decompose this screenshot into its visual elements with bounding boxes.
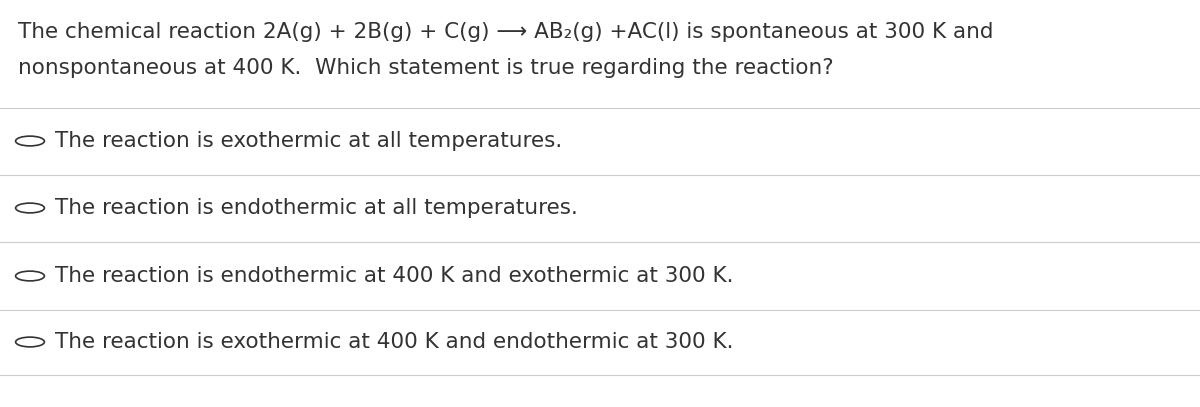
Text: The reaction is endothermic at all temperatures.: The reaction is endothermic at all tempe…	[55, 198, 578, 218]
Text: nonspontaneous at 400 K.  Which statement is true regarding the reaction?: nonspontaneous at 400 K. Which statement…	[18, 58, 834, 78]
Text: The chemical reaction 2A(g) + 2B(g) + C(g) ⟶ AB₂(g) +AC(l) is spontaneous at 300: The chemical reaction 2A(g) + 2B(g) + C(…	[18, 22, 994, 42]
Text: The reaction is exothermic at all temperatures.: The reaction is exothermic at all temper…	[55, 131, 563, 151]
Text: The reaction is endothermic at 400 K and exothermic at 300 K.: The reaction is endothermic at 400 K and…	[55, 266, 733, 286]
Text: The reaction is exothermic at 400 K and endothermic at 300 K.: The reaction is exothermic at 400 K and …	[55, 332, 733, 352]
